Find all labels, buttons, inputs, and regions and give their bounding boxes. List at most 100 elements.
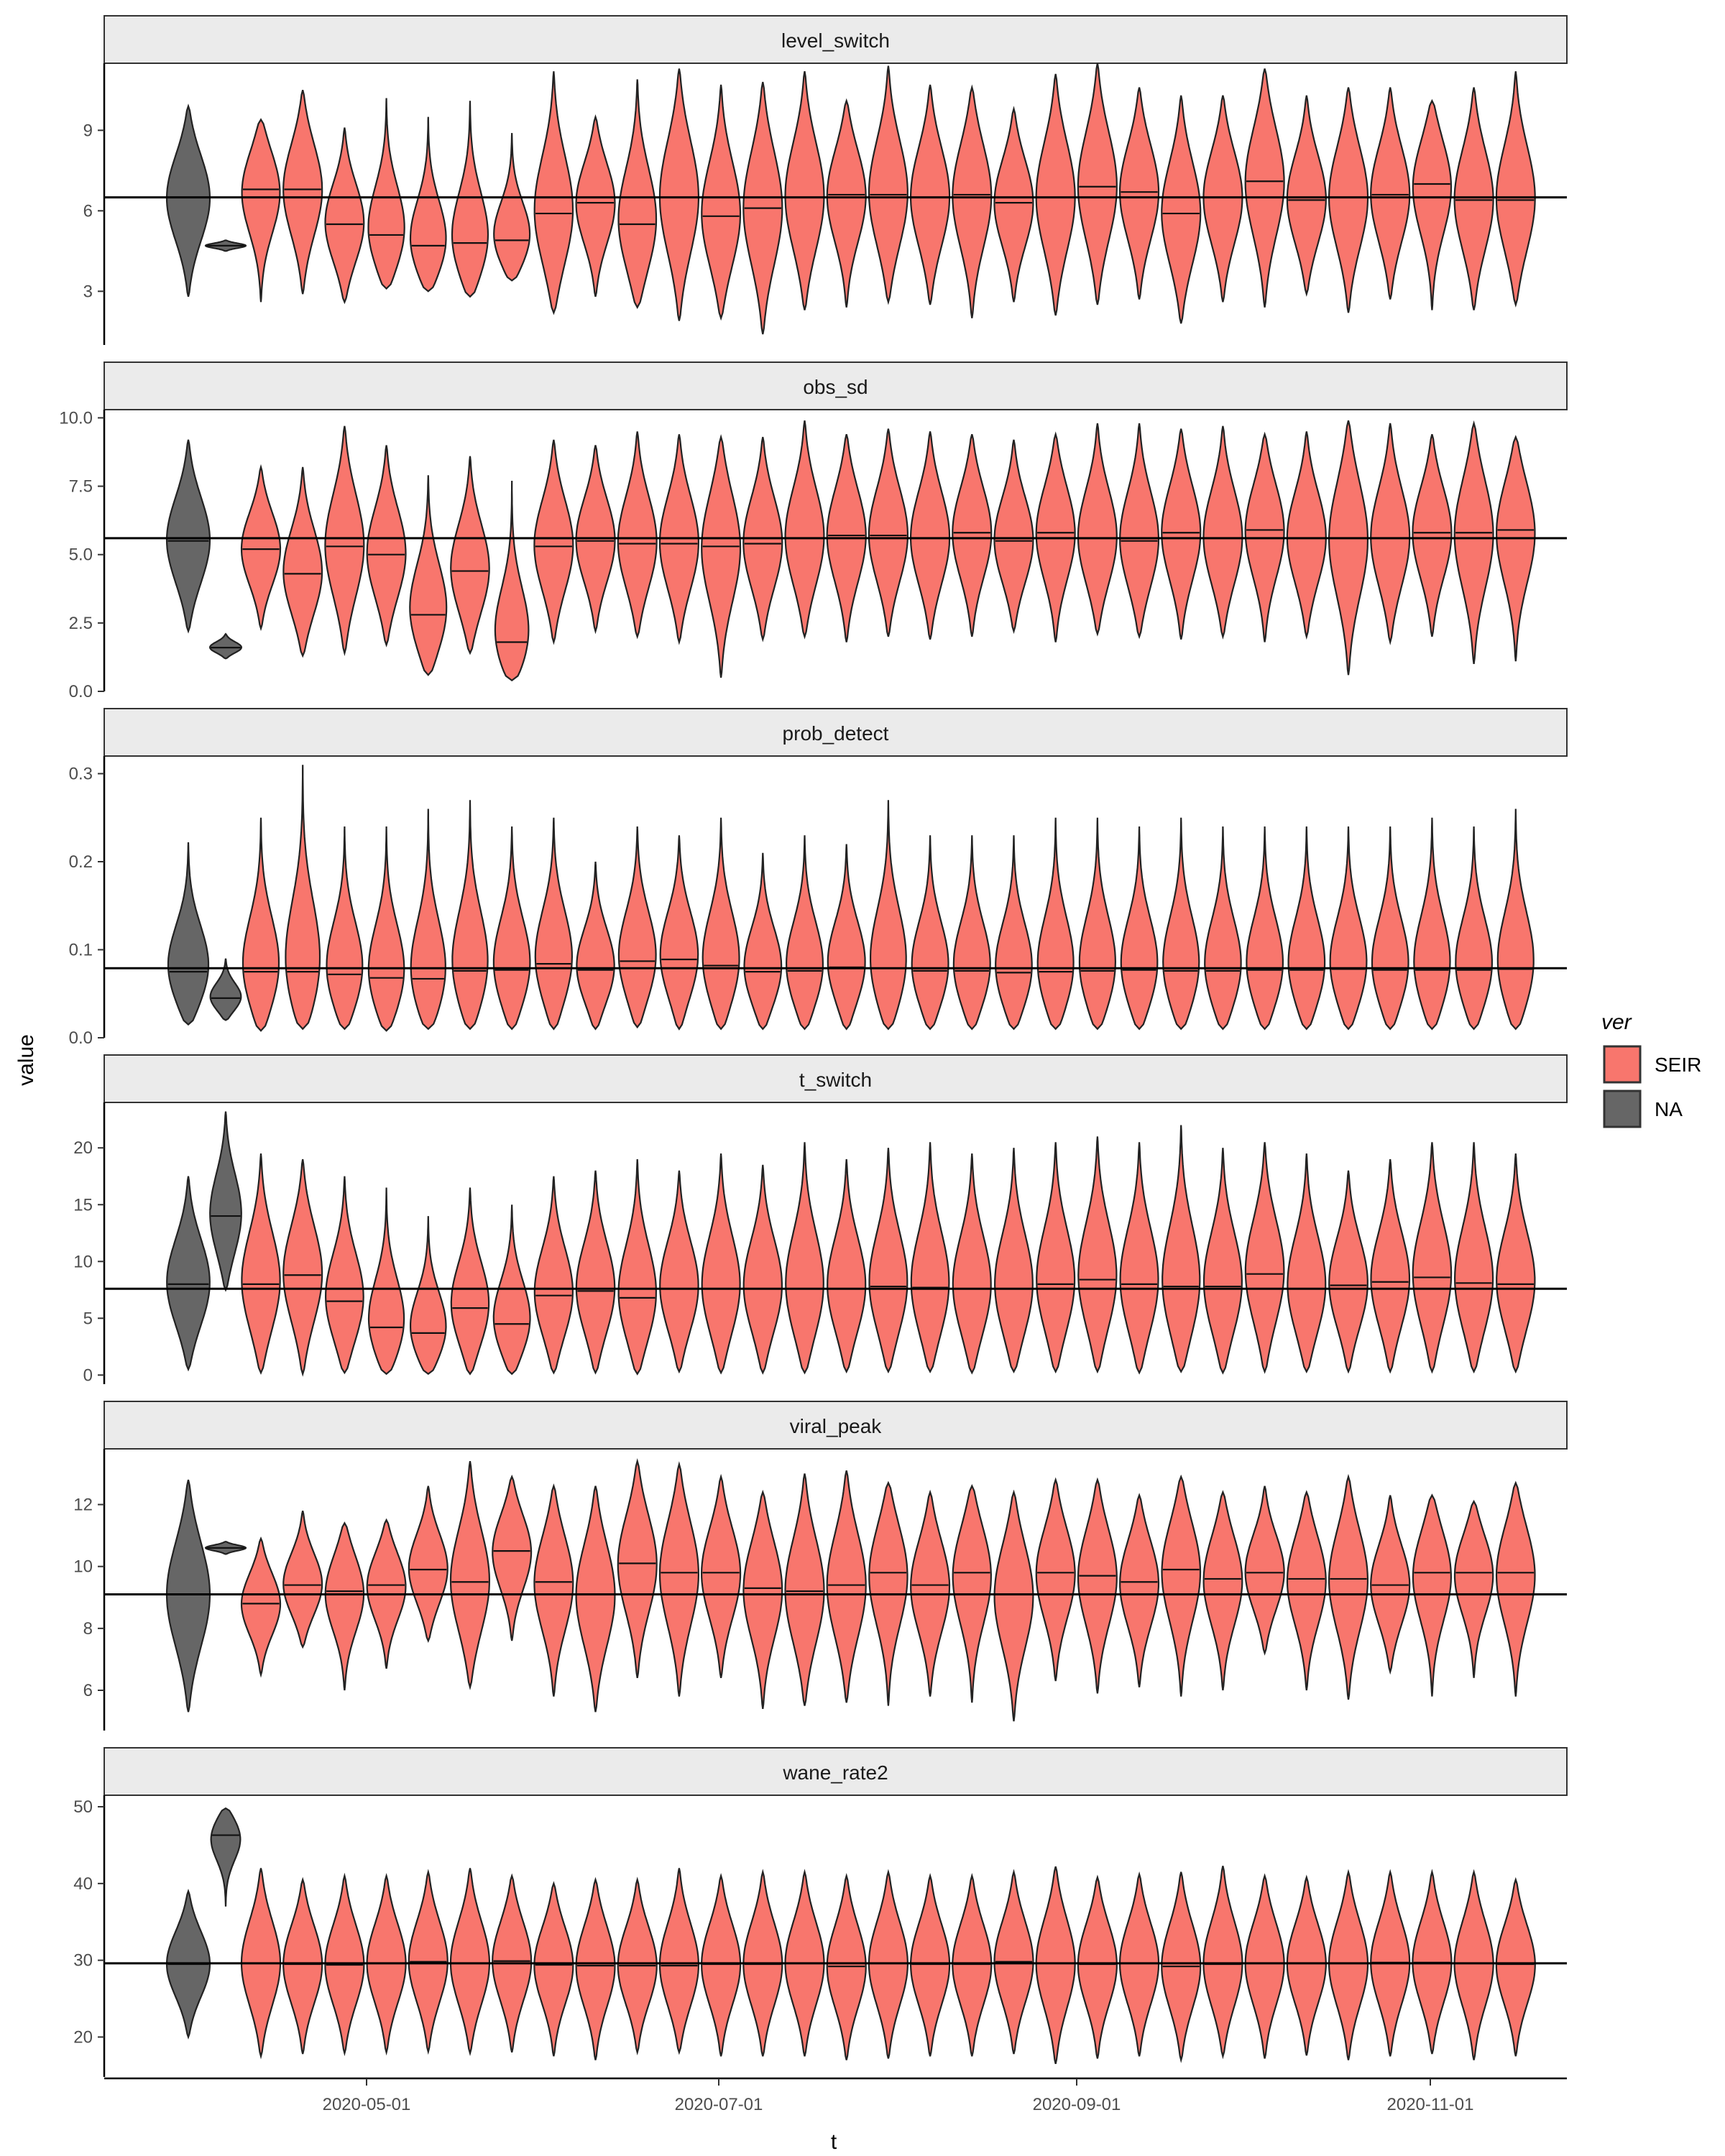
y-tick-label: 2.5 [69,614,93,633]
y-tick-label: 10 [73,1252,93,1271]
violin-seir-5 [451,800,489,1031]
violin-seir-9 [617,1457,658,1678]
violin-seir-25 [1286,431,1327,640]
violin-seir-26 [1328,87,1369,313]
y-tick-label: 15 [73,1195,93,1215]
violin-seir-24 [1244,1873,1285,2059]
violin-seir-13 [784,71,825,310]
violin-seir-6 [492,1474,533,1641]
violin-seir-13 [785,1142,824,1375]
violin-seir-16 [910,1873,951,2057]
violin-seir-17 [952,1873,993,2057]
violin-seir-19 [1036,817,1075,1031]
violin-seir-2 [324,1521,365,1691]
violin-seir-11 [701,1873,742,2057]
violin-seir-22 [1161,1474,1202,1697]
violin-seir-23 [1202,1490,1243,1691]
violin-seir-21 [1119,1142,1159,1375]
violin-seir-1 [282,1158,323,1377]
violin-seir-30 [1496,1153,1536,1374]
violin-seir-29 [1455,826,1493,1031]
violin-seir-14 [826,1470,867,1703]
violin-seir-29 [1453,420,1494,665]
violin-seir-26 [1328,1473,1368,1700]
violin-seir-7 [533,71,574,315]
violin-extra [209,1111,242,1292]
violin-prior [165,439,211,634]
y-tick-label: 0.2 [69,852,93,872]
violin-seir-22 [1161,428,1202,640]
violin-seir-20 [1077,1874,1118,2059]
violin-seir-13 [785,835,824,1031]
violin-seir-19 [1035,73,1076,316]
y-tick-label: 40 [73,1874,93,1894]
violin-seir-7 [533,1176,574,1375]
x-tick-label: 2020-11-01 [1387,2095,1474,2114]
violin-seir-2 [326,826,364,1031]
facet-strip [104,15,1568,64]
violin-seir-22 [1162,1125,1201,1373]
violin-seir-21 [1119,423,1160,640]
violin-prior [166,1176,211,1372]
x-tick-label: 2020-07-01 [675,2095,763,2114]
violin-seir-21 [1119,1871,1160,2057]
violin-seir-28 [1412,434,1453,637]
legend-key-na [1603,1089,1642,1128]
y-tick-label: 0.1 [69,941,93,960]
violin-seir-20 [1078,817,1117,1031]
facet-t_switch: t_switch 0 5 10 15 20 [73,1054,1568,1385]
violin-seir-4 [408,1485,448,1643]
y-tick-label: 7.5 [69,477,93,497]
violin-seir-1 [282,90,323,295]
violin-seir-11 [701,1153,741,1375]
violin-seir-8 [575,1170,616,1375]
violin-seir-29 [1453,1869,1494,2060]
violin-seir-27 [1370,1158,1411,1374]
y-tick-label: 6 [83,201,93,221]
violin-seir-2 [324,425,365,657]
violin-seir-15 [868,1148,908,1374]
violin-seir-17 [952,1153,992,1375]
violin-seir-14 [826,98,867,308]
violin-seir-23 [1202,1148,1243,1375]
violin-extra [209,958,242,1021]
y-tick-label: 10.0 [59,408,93,428]
violin-seir-10 [658,1868,700,2055]
violin-seir-13 [784,420,825,640]
violin-seir-25 [1287,1153,1327,1374]
violin-seir-0 [241,1153,281,1375]
y-tick-label: 9 [83,121,93,140]
x-tick-label: 2020-09-01 [1033,2095,1121,2114]
violin-seir-30 [1495,71,1536,308]
violin-seir-27 [1370,87,1411,300]
violin-seir-27 [1370,423,1411,645]
facet-title: viral_peak [790,1415,883,1437]
y-tick-label: 8 [83,1619,93,1639]
y-tick-label: 0 [83,1365,93,1385]
violin-seir-15 [868,1869,909,2059]
violin-seir-0 [240,1868,282,2060]
facet-title: wane_rate2 [782,1761,888,1784]
violin-seir-16 [910,84,951,305]
facet-obs_sd: obs_sd 0.0 2.5 5.0 7.5 10.0 [59,361,1568,701]
violin-seir-20 [1077,1136,1118,1374]
violin-seir-30 [1495,1480,1536,1697]
violin-seir-28 [1412,1493,1453,1697]
violin-seir-23 [1204,826,1242,1031]
facet-viral_peak: viral_peak 6 8 10 12 [73,1401,1568,1731]
violin-seir-18 [993,106,1034,303]
facet-title: obs_sd [803,376,868,398]
y-tick-label: 0.0 [69,1028,93,1048]
y-tick-label: 30 [73,1951,93,1971]
violin-seir-23 [1202,95,1243,303]
legend-label-seir: SEIR [1655,1054,1701,1076]
violin-seir-11 [700,1473,742,1679]
violin-seir-12 [742,1164,783,1375]
violin-seir-26 [1328,1170,1368,1374]
violin-seir-7 [533,1483,574,1697]
violin-seir-21 [1120,826,1159,1031]
violin-seir-0 [240,464,282,632]
violin-seir-17 [952,835,991,1031]
violin-seir-29 [1453,1142,1494,1374]
